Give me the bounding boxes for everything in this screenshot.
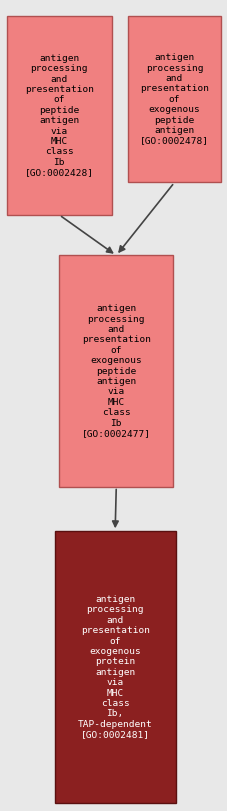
Text: antigen
processing
and
presentation
of
exogenous
peptide
antigen
[GO:0002478]: antigen processing and presentation of e… [139, 54, 208, 145]
FancyBboxPatch shape [7, 16, 111, 215]
Text: antigen
processing
and
presentation
of
exogenous
protein
antigen
via
MHC
class
I: antigen processing and presentation of e… [77, 595, 152, 739]
Text: antigen
processing
and
presentation
of
peptide
antigen
via
MHC
class
Ib
[GO:0002: antigen processing and presentation of p… [25, 54, 93, 178]
FancyBboxPatch shape [54, 531, 175, 803]
Text: antigen
processing
and
presentation
of
exogenous
peptide
antigen
via
MHC
class
I: antigen processing and presentation of e… [81, 304, 150, 438]
FancyBboxPatch shape [59, 255, 173, 487]
FancyBboxPatch shape [127, 16, 220, 182]
